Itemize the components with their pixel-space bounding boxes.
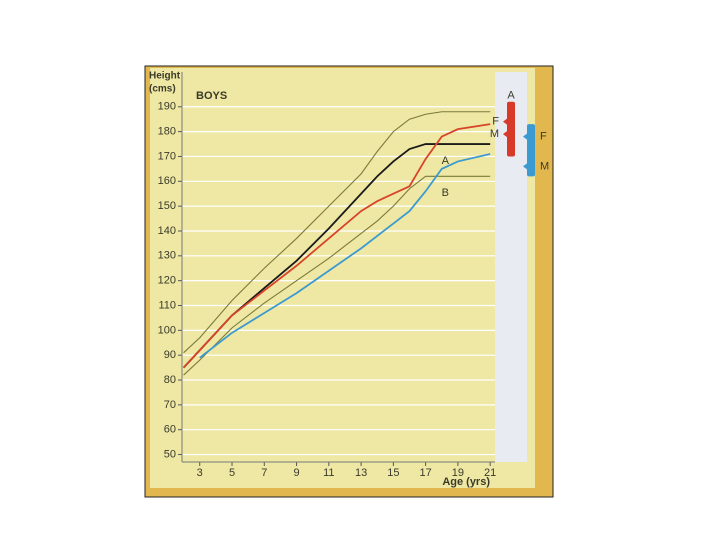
series-label: B xyxy=(442,187,449,199)
x-tick-label: 17 xyxy=(419,467,431,479)
y-tick-label: 100 xyxy=(158,324,176,336)
x-tick-label: 21 xyxy=(484,467,496,479)
series-line xyxy=(199,153,491,359)
parent-label: F xyxy=(540,130,547,142)
panel xyxy=(150,68,535,488)
series-line xyxy=(183,175,491,376)
target-range xyxy=(507,101,515,157)
y-tick-label: 110 xyxy=(158,299,176,311)
series-line xyxy=(182,123,491,369)
y-tick-label: 90 xyxy=(164,349,176,361)
y-tick-label: 60 xyxy=(164,424,176,436)
y-tick-label: 130 xyxy=(158,250,176,262)
parent-mark xyxy=(503,131,507,138)
x-tick-label: 3 xyxy=(197,467,203,479)
y-tick-label: 180 xyxy=(158,126,176,138)
y-tick-label: 140 xyxy=(158,225,176,237)
y-tick-label: 70 xyxy=(164,399,176,411)
y-tick-label: 170 xyxy=(158,150,176,162)
x-tick-label: 19 xyxy=(452,467,464,479)
parent-mark xyxy=(503,118,507,125)
series-label: A xyxy=(442,155,450,167)
y-tick-label: 190 xyxy=(158,101,176,113)
x-axis-label: Age (yrs) xyxy=(442,476,490,488)
parent-label: M xyxy=(490,128,499,140)
y-axis-label: (cms) xyxy=(149,84,176,95)
y-axis-label: Height xyxy=(149,71,181,82)
x-tick-label: 9 xyxy=(293,467,299,479)
parent-label: F xyxy=(492,116,499,128)
parent-mark xyxy=(523,163,527,170)
target-range xyxy=(527,124,535,177)
y-tick-label: 50 xyxy=(164,448,176,460)
x-tick-label: 15 xyxy=(387,467,399,479)
x-tick-label: 7 xyxy=(261,467,267,479)
y-tick-label: 150 xyxy=(158,200,176,212)
parent-label: M xyxy=(540,160,549,172)
chart-title: BOYS xyxy=(196,90,227,102)
x-tick-label: 11 xyxy=(323,467,334,479)
range-label: A xyxy=(507,90,515,102)
y-tick-label: 120 xyxy=(158,275,176,287)
parent-mark xyxy=(523,133,527,140)
x-tick-label: 13 xyxy=(355,467,367,479)
x-tick-label: 5 xyxy=(229,467,235,479)
y-tick-label: 160 xyxy=(158,175,176,187)
series-line xyxy=(183,111,491,354)
y-tick-label: 80 xyxy=(164,374,176,386)
